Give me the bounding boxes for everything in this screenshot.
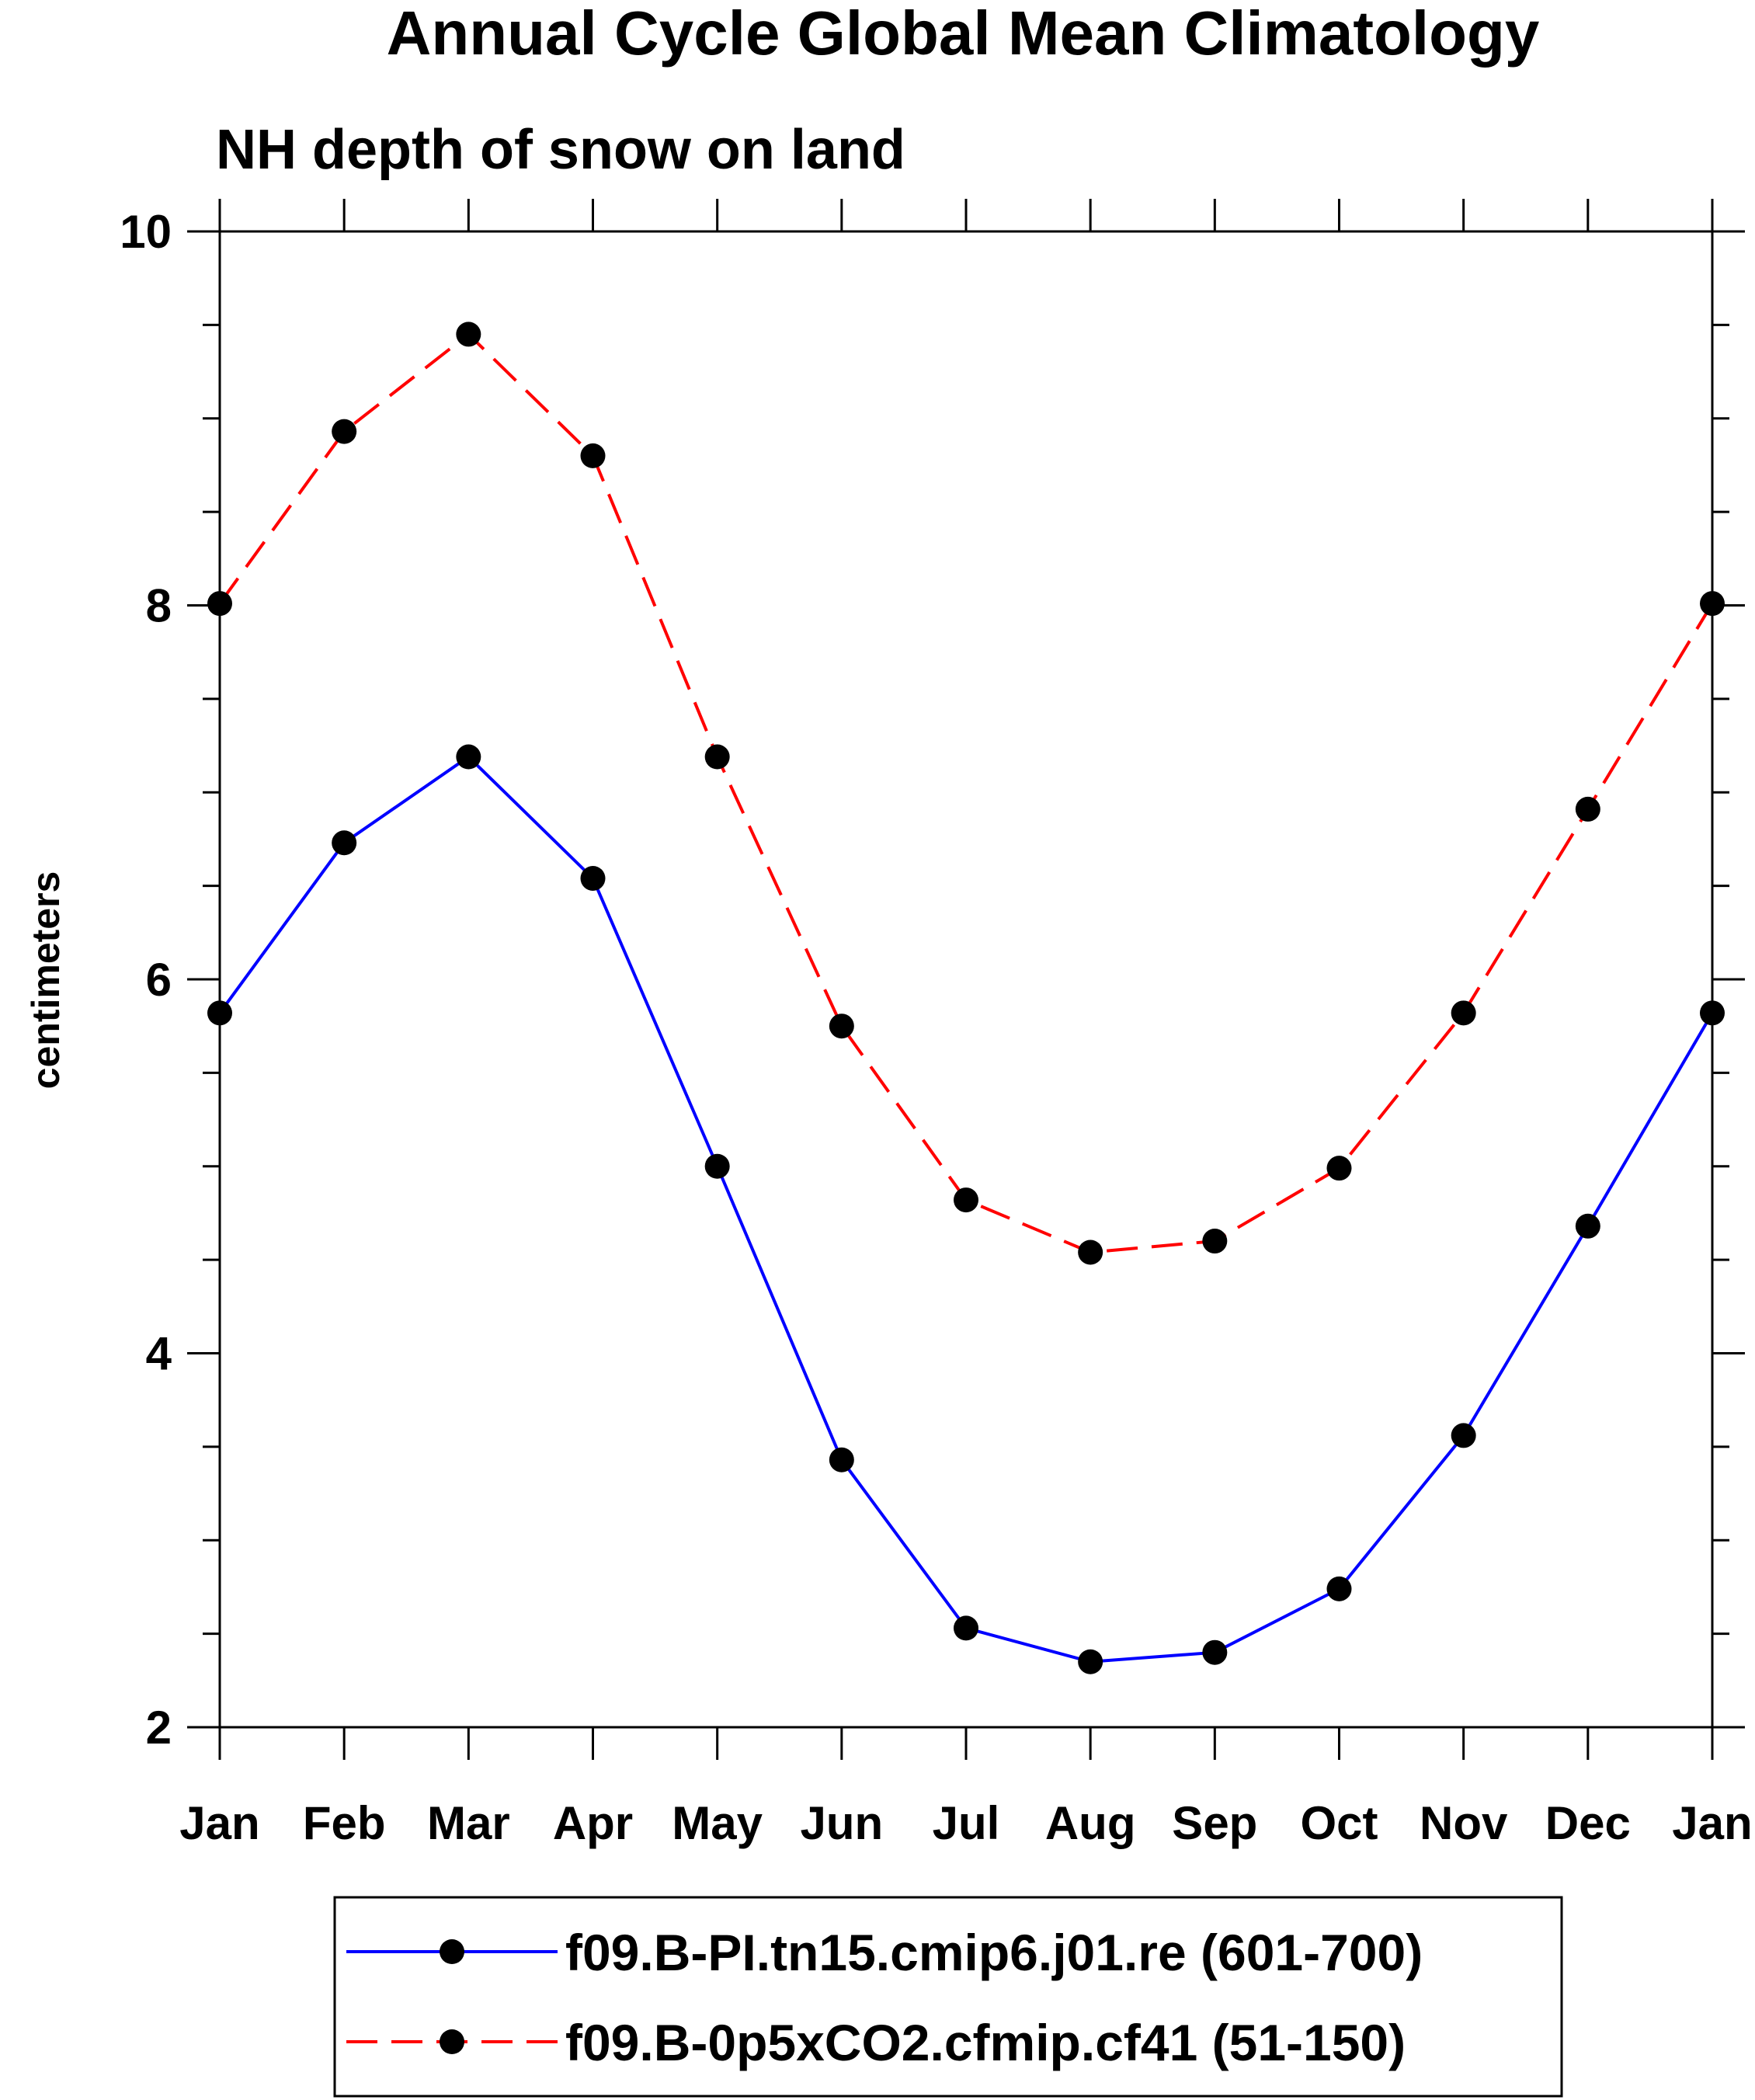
x-tick-label: Feb	[303, 1797, 386, 1849]
series-1-point	[1326, 1576, 1352, 1601]
series-2-point	[456, 322, 481, 347]
series-1-point	[1078, 1649, 1103, 1674]
y-tick-label: 10	[120, 206, 172, 258]
series-2-point	[1451, 1000, 1476, 1026]
series-2-point	[1078, 1239, 1103, 1265]
series-2-point	[704, 744, 730, 770]
series-2-point	[954, 1187, 978, 1213]
series-1-point	[580, 865, 606, 891]
series-1-point	[704, 1153, 730, 1179]
y-tick-label: 6	[146, 954, 172, 1006]
y-tick-label: 2	[146, 1702, 172, 1754]
series-2-point	[1700, 591, 1725, 617]
series-1-point	[954, 1615, 978, 1641]
x-tick-label: Jul	[933, 1797, 1000, 1849]
x-tick-label: Mar	[427, 1797, 510, 1849]
series-1-point	[1700, 1000, 1725, 1026]
plot-frame	[218, 230, 1714, 1729]
y-axis-label: centimeters	[24, 871, 68, 1090]
x-tick-label: Jan	[179, 1797, 259, 1849]
series-1-point	[456, 744, 481, 770]
series-2-point	[1575, 796, 1600, 822]
x-tick-label: Dec	[1545, 1797, 1631, 1849]
series-1-point	[332, 830, 357, 856]
x-tick-label: May	[672, 1797, 763, 1849]
legend-label-2: f09.B-0p5xCO2.cfmip.cf41 (51-150)	[565, 2014, 1406, 2071]
series-1-point	[207, 1000, 232, 1026]
series-line-2	[218, 332, 1714, 1254]
legend-box	[333, 1896, 1563, 2098]
x-tick-label: Jan	[1672, 1797, 1752, 1849]
series-1-point	[1575, 1213, 1600, 1239]
axes: 2 4 6 8 10 Jan Feb Mar Apr May Jun Jul Aug Sep Oct Nov D…	[120, 199, 1753, 1849]
x-tick-label: Jun	[800, 1797, 883, 1849]
chart-subtitle: NH depth of snow on land	[216, 119, 905, 181]
x-tick-label: Apr	[553, 1797, 633, 1849]
x-tick-label: Oct	[1300, 1797, 1378, 1849]
series-1-point	[1202, 1639, 1228, 1665]
legend-label-1: f09.B-PI.tn15.cmip6.j01.re (601-700)	[565, 1924, 1423, 1981]
series-2-point	[829, 1013, 854, 1039]
series-1-point	[1451, 1423, 1476, 1448]
series-2-point	[1202, 1229, 1228, 1254]
series-layer	[207, 322, 1725, 1674]
series-2-point	[332, 419, 357, 444]
x-tick-label: Aug	[1045, 1797, 1136, 1849]
legend-marker-2	[440, 2029, 464, 2054]
legend-marker-1	[440, 1939, 464, 1964]
series-2-point	[207, 591, 232, 617]
series-1-point	[829, 1447, 854, 1472]
series-2-point	[1326, 1156, 1352, 1181]
legend: f09.B-PI.tn15.cmip6.j01.re (601-700) f09.…	[333, 1896, 1563, 2098]
chart-title: Annual Cycle Global Mean Climatology	[387, 0, 1540, 68]
series-2-point	[580, 443, 606, 468]
x-tick-label: Sep	[1172, 1797, 1257, 1849]
x-tick-label: Nov	[1420, 1797, 1508, 1849]
y-tick-label: 8	[146, 580, 172, 632]
y-tick-label: 4	[146, 1328, 172, 1380]
